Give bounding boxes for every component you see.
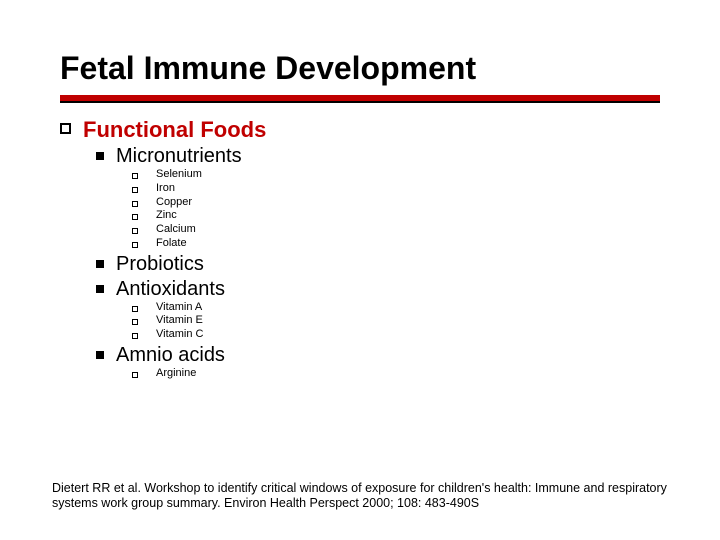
slide: Fetal Immune Development Functional Food… [0,0,720,540]
level2-label: Micronutrients [116,145,242,168]
level3-item: Arginine [132,367,660,381]
level2-label: Antioxidants [116,278,225,301]
filled-square-bullet-icon [96,285,104,293]
level3-item: Vitamin A [132,301,660,315]
filled-square-bullet-icon [96,152,104,160]
level3-item: Iron [132,182,660,196]
level2-item: Amnio acids [96,344,660,367]
level3-label: Vitamin C [156,328,203,342]
hollow-small-square-bullet-icon [132,333,138,339]
level3-item: Copper [132,196,660,210]
level3-item: Zinc [132,209,660,223]
level3-item: Folate [132,237,660,251]
level1-item: Functional Foods [60,117,660,143]
hollow-small-square-bullet-icon [132,306,138,312]
hollow-small-square-bullet-icon [132,242,138,248]
level3-label: Copper [156,196,192,210]
level3-item: Selenium [132,168,660,182]
hollow-square-bullet-icon [60,123,71,134]
filled-square-bullet-icon [96,351,104,359]
hollow-small-square-bullet-icon [132,228,138,234]
level3-label: Calcium [156,223,196,237]
footer-citation: Dietert RR et al. Workshop to identify c… [52,481,668,512]
level3-label: Folate [156,237,187,251]
title-rule [60,95,660,103]
level3-label: Selenium [156,168,202,182]
title-block: Fetal Immune Development [60,50,660,103]
level2-label: Amnio acids [116,344,225,367]
level3-label: Vitamin E [156,314,203,328]
level3-item: Calcium [132,223,660,237]
level2-item: Probiotics [96,253,660,276]
filled-square-bullet-icon [96,260,104,268]
level2-item: Antioxidants [96,278,660,301]
hollow-small-square-bullet-icon [132,214,138,220]
hollow-small-square-bullet-icon [132,319,138,325]
hollow-small-square-bullet-icon [132,173,138,179]
level2-item: Micronutrients [96,145,660,168]
hollow-small-square-bullet-icon [132,187,138,193]
level3-label: Arginine [156,367,196,381]
level1-label: Functional Foods [83,117,266,143]
level2-label: Probiotics [116,253,204,276]
slide-title: Fetal Immune Development [60,50,660,87]
level3-item: Vitamin E [132,314,660,328]
level3-item: Vitamin C [132,328,660,342]
rule-black [60,101,660,103]
hollow-small-square-bullet-icon [132,201,138,207]
hollow-small-square-bullet-icon [132,372,138,378]
level3-label: Zinc [156,209,177,223]
level3-label: Vitamin A [156,301,202,315]
level3-label: Iron [156,182,175,196]
content-area: Functional Foods Micronutrients Selenium… [60,117,660,381]
